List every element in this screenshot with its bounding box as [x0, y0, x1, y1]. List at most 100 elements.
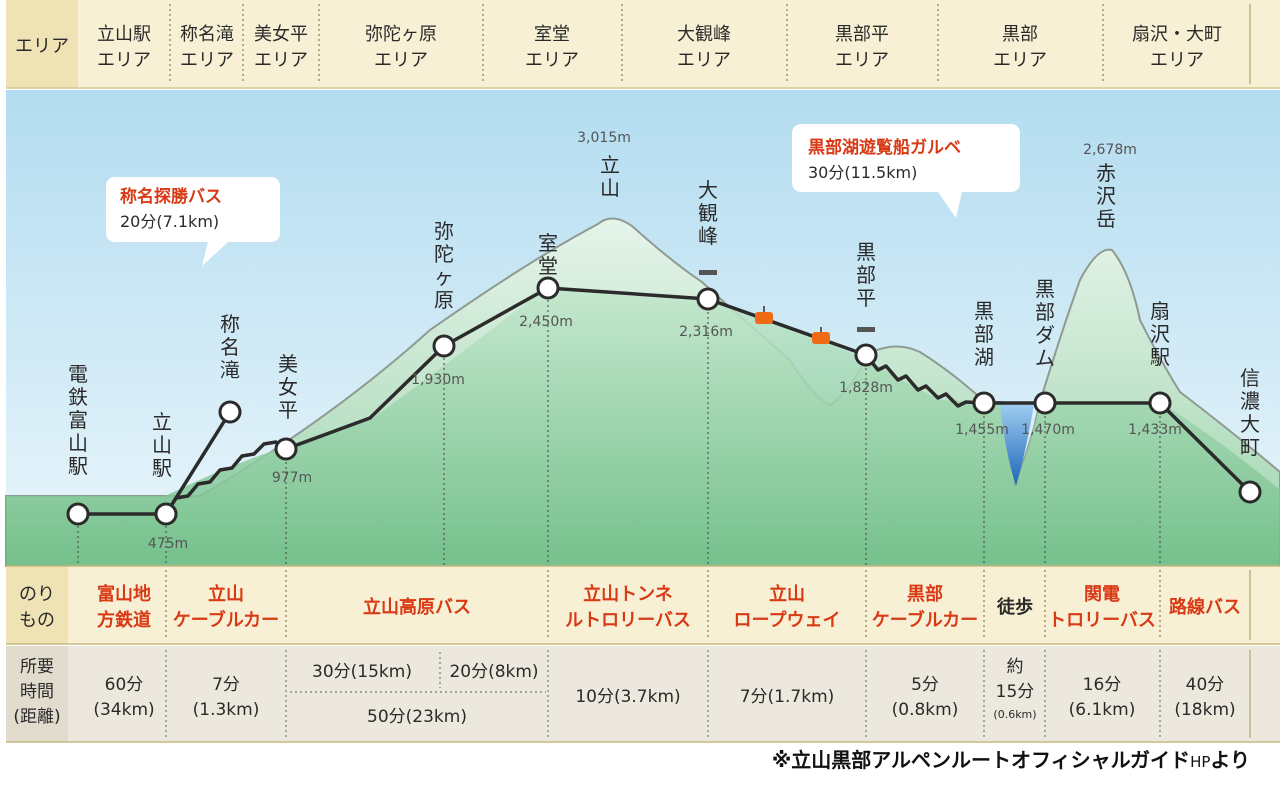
- source-credit: ※立山黒部アルペンルートオフィシャルガイドHPより: [772, 744, 1250, 773]
- area-label-line1: 室堂: [534, 24, 570, 45]
- svg-text:(18km): (18km): [1174, 700, 1235, 720]
- time-value-10: 40分 (18km): [1174, 675, 1235, 720]
- callout-shomyo-bus: 称名探勝バス 20分(7.1km): [106, 177, 280, 266]
- elevation-label-7: 1,828m: [839, 380, 893, 396]
- svg-text:ルトロリーバス: ルトロリーバス: [565, 610, 691, 631]
- callout-title: 称名探勝バス: [120, 186, 222, 207]
- svg-text:(0.6km): (0.6km): [993, 708, 1036, 721]
- station-name-3: 美女平: [278, 352, 298, 422]
- svg-text:部: 部: [1035, 300, 1055, 324]
- svg-text:7分: 7分: [212, 675, 240, 695]
- svg-text:ダ: ダ: [1035, 323, 1055, 347]
- svg-text:黒部: 黒部: [907, 583, 943, 605]
- svg-text:富山地: 富山地: [97, 583, 151, 605]
- svg-text:黒: 黒: [1035, 277, 1055, 301]
- svg-text:鉄: 鉄: [68, 385, 88, 409]
- svg-text:赤: 赤: [1096, 161, 1116, 185]
- svg-text:16分: 16分: [1083, 675, 1122, 695]
- area-label-line1: 美女平: [254, 24, 308, 45]
- svg-text:部: 部: [974, 322, 994, 346]
- svg-text:山: 山: [600, 176, 620, 200]
- svg-text:5分: 5分: [911, 675, 939, 695]
- peak-name-tateyama: 立山: [600, 153, 620, 200]
- svg-text:路線バス: 路線バス: [1169, 596, 1241, 618]
- transport-label-cell: [6, 566, 68, 644]
- elevation-label-8: 1,455m: [955, 422, 1009, 438]
- svg-text:観: 観: [698, 201, 718, 225]
- area-label-line2: エリア: [677, 50, 731, 71]
- svg-text:弥: 弥: [434, 219, 454, 243]
- area-label-line1: 黒部平: [835, 24, 889, 45]
- elevation-label-6: 2,316m: [679, 324, 733, 340]
- svg-text:駅: 駅: [68, 454, 88, 478]
- header-label-cell: [6, 0, 78, 88]
- svg-text:トロリーバス: トロリーバス: [1048, 610, 1156, 631]
- kurobe-lake: [1000, 404, 1034, 486]
- svg-text:富: 富: [68, 408, 88, 432]
- svg-text:駅: 駅: [1150, 345, 1170, 369]
- svg-text:名: 名: [220, 335, 240, 359]
- time-value-6: 7分(1.7km): [740, 687, 835, 707]
- elevation-label-3: 977m: [272, 470, 312, 486]
- svg-text:黒: 黒: [974, 299, 994, 323]
- svg-text:山: 山: [68, 431, 88, 455]
- svg-text:ケーブルカー: ケーブルカー: [173, 609, 279, 631]
- svg-text:立山高原バス: 立山高原バス: [363, 596, 471, 618]
- svg-text:電: 電: [68, 362, 88, 386]
- callout-garbe-boat: 黒部湖遊覧船ガルベ 30分(11.5km): [792, 124, 1020, 218]
- credit-main: ※立山黒部アルペンルートオフィシャルガイド: [771, 748, 1191, 772]
- time-band: [6, 646, 1280, 742]
- station-name-2: 称名滝: [220, 312, 240, 382]
- svg-text:関電: 関電: [1084, 584, 1120, 605]
- callout-title: 黒部湖遊覧船ガルベ: [808, 137, 961, 158]
- credit-hp: HP: [1190, 753, 1211, 771]
- elevation-label-1: 475m: [148, 536, 188, 552]
- time-value-2: 30分(15km): [312, 662, 412, 682]
- peak-name-akazawadake: 赤沢岳: [1096, 161, 1116, 231]
- area-label-line1: 立山駅: [97, 24, 151, 45]
- header-band: [6, 0, 1280, 88]
- peak-elevation-tateyama: 3,015m: [577, 130, 631, 146]
- time-value-3: 20分(8km): [449, 662, 538, 682]
- header-row-label: エリア: [15, 36, 69, 57]
- station-guidelines: [77, 300, 1161, 566]
- svg-text:原: 原: [434, 288, 454, 312]
- svg-text:平: 平: [278, 398, 298, 422]
- time-value-7: 5分 (0.8km): [892, 675, 959, 720]
- svg-text:堂: 堂: [538, 254, 558, 278]
- peak-elevation-akazawadake: 2,678m: [1083, 142, 1137, 158]
- transport-band: [6, 566, 1280, 644]
- svg-text:徒歩: 徒歩: [996, 596, 1033, 618]
- svg-text:室: 室: [538, 231, 558, 255]
- foothill-layer: [6, 286, 1280, 566]
- svg-text:駅: 駅: [152, 456, 172, 480]
- transport-item-6: 徒歩: [996, 596, 1033, 618]
- time-value-1: 7分 (1.3km): [193, 675, 260, 720]
- time-row-label-line3: (距離): [13, 707, 60, 727]
- elevation-label-10: 1,433m: [1128, 422, 1182, 438]
- svg-text:大: 大: [698, 178, 718, 202]
- area-label-line1: 大観峰: [677, 24, 731, 45]
- svg-text:方鉄道: 方鉄道: [97, 609, 151, 631]
- svg-text:(0.8km): (0.8km): [892, 700, 959, 720]
- station-name-1: 立山駅: [152, 410, 172, 480]
- svg-text:15分: 15分: [996, 682, 1035, 702]
- svg-text:大: 大: [1240, 412, 1260, 436]
- ropeway-cabins: [755, 306, 830, 344]
- svg-text:約: 約: [1007, 657, 1024, 677]
- area-label-line1: 称名滝: [180, 24, 234, 45]
- area-label-line2: エリア: [254, 50, 308, 71]
- svg-text:40分: 40分: [1186, 675, 1225, 695]
- svg-text:美: 美: [278, 352, 298, 376]
- svg-text:ム: ム: [1035, 346, 1055, 370]
